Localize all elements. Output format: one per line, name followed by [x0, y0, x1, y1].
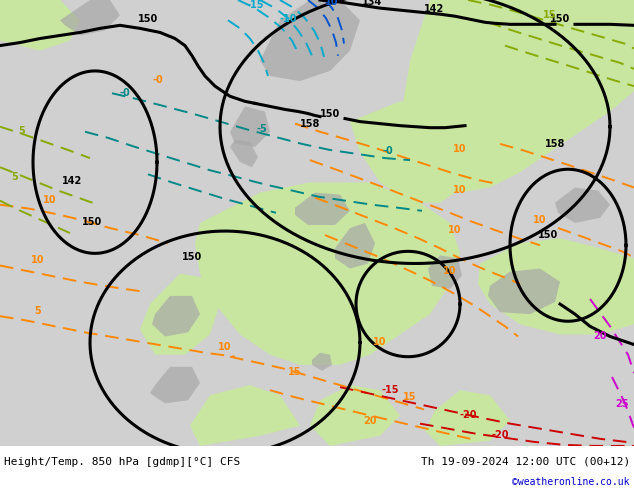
Polygon shape: [335, 223, 375, 269]
Polygon shape: [140, 273, 220, 355]
Polygon shape: [152, 296, 200, 337]
Polygon shape: [150, 367, 200, 403]
Text: ©weatheronline.co.uk: ©weatheronline.co.uk: [512, 477, 630, 487]
Text: 10: 10: [43, 195, 57, 205]
Text: -20: -20: [491, 430, 508, 440]
Text: -0: -0: [383, 146, 393, 156]
Polygon shape: [190, 385, 300, 446]
Text: 158: 158: [545, 139, 565, 149]
Text: 150: 150: [538, 230, 558, 240]
Text: 5: 5: [35, 306, 41, 316]
Text: 10: 10: [533, 215, 547, 225]
Text: 150: 150: [182, 252, 202, 263]
Text: 142: 142: [62, 176, 82, 186]
Text: 10: 10: [218, 342, 232, 352]
Polygon shape: [425, 390, 510, 446]
Text: 142: 142: [424, 4, 444, 14]
Text: 15: 15: [543, 10, 557, 20]
Text: 10: 10: [31, 255, 45, 266]
Polygon shape: [400, 0, 634, 193]
Text: 25: 25: [615, 399, 629, 409]
Polygon shape: [488, 269, 560, 314]
Polygon shape: [260, 0, 360, 81]
Polygon shape: [310, 385, 400, 446]
Text: 158: 158: [300, 119, 320, 129]
Text: -5: -5: [257, 124, 268, 134]
Text: 10: 10: [373, 337, 387, 346]
Text: Height/Temp. 850 hPa [gdmp][°C] CFS: Height/Temp. 850 hPa [gdmp][°C] CFS: [4, 457, 240, 467]
Polygon shape: [580, 0, 634, 41]
Polygon shape: [312, 353, 332, 371]
Text: 10: 10: [325, 0, 339, 7]
Polygon shape: [195, 182, 460, 365]
Text: 15: 15: [403, 392, 417, 402]
Text: -15: -15: [381, 385, 399, 395]
Polygon shape: [0, 0, 80, 50]
Text: -0: -0: [120, 88, 131, 98]
Polygon shape: [230, 106, 270, 147]
Text: 10: 10: [443, 266, 456, 275]
Text: Th 19-09-2024 12:00 UTC (00+12): Th 19-09-2024 12:00 UTC (00+12): [421, 457, 630, 467]
Polygon shape: [60, 0, 120, 35]
Text: 10: 10: [453, 185, 467, 195]
Text: 20: 20: [593, 332, 607, 342]
Text: 150: 150: [550, 14, 570, 24]
Polygon shape: [478, 238, 634, 334]
Text: 20: 20: [363, 416, 377, 426]
Text: 5: 5: [11, 172, 18, 182]
Text: 150: 150: [320, 109, 340, 119]
Text: -10: -10: [279, 14, 297, 24]
Text: 10: 10: [448, 225, 462, 235]
Text: 150: 150: [138, 14, 158, 24]
Text: 150: 150: [82, 217, 102, 227]
Text: -20: -20: [459, 410, 477, 419]
Polygon shape: [0, 0, 634, 446]
Text: 10: 10: [453, 144, 467, 154]
Text: -15: -15: [246, 0, 264, 10]
Polygon shape: [555, 188, 610, 223]
Text: -0: -0: [153, 75, 164, 85]
Polygon shape: [295, 193, 350, 225]
Text: 5: 5: [18, 126, 25, 136]
Text: 134: 134: [362, 0, 382, 7]
Polygon shape: [428, 255, 462, 289]
Polygon shape: [230, 140, 258, 167]
Polygon shape: [350, 101, 480, 203]
Text: 15: 15: [288, 367, 302, 377]
